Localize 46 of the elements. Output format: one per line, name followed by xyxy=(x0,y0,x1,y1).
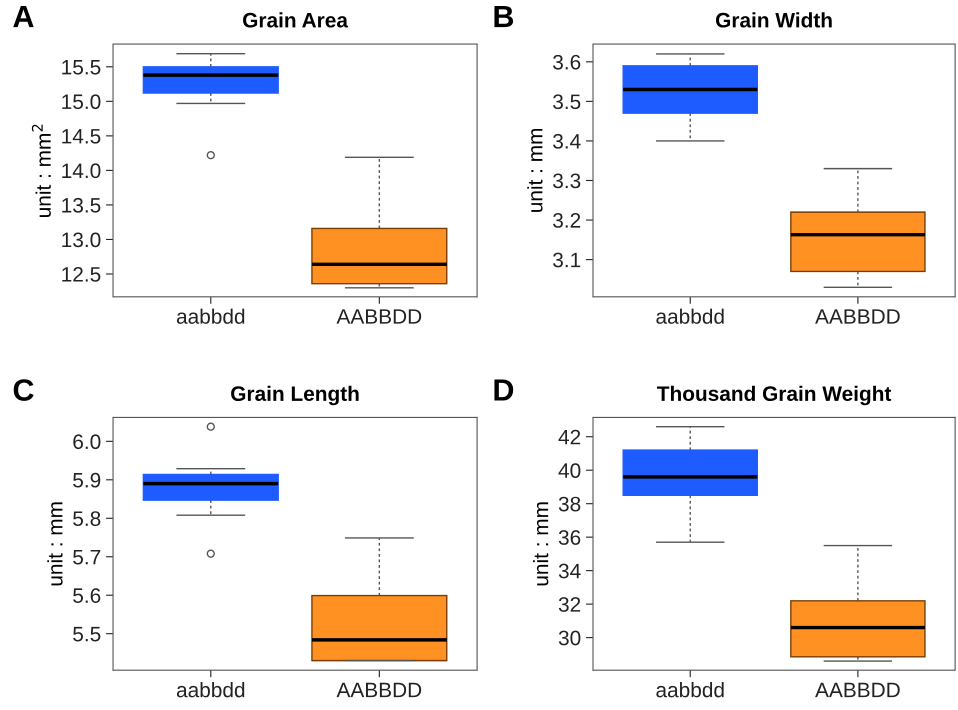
x-tick-label: AABBDD xyxy=(815,309,900,324)
y-tick-label: 13.5 xyxy=(62,198,100,213)
text: B xyxy=(494,6,514,28)
chart-title: Grain Area xyxy=(243,12,348,28)
y-tick-label: 40 xyxy=(558,463,580,478)
y-tick-label: 3.4 xyxy=(553,134,581,149)
y-tick-label: 3.5 xyxy=(553,94,580,110)
y-tick-label: 13.0 xyxy=(62,232,100,248)
x-tick-label: AABBDD xyxy=(815,682,900,698)
y-tick-label: 15.5 xyxy=(62,60,100,75)
y-tick-label: 5.7 xyxy=(73,550,100,564)
y-tick-label: 5.8 xyxy=(73,511,100,526)
y-tick-label: 3.1 xyxy=(553,252,580,268)
y-tick-label: 5.6 xyxy=(73,588,100,603)
x-tick-label: AABBDD xyxy=(336,309,422,324)
y-tick-label: 14.0 xyxy=(62,163,100,178)
chart-title: Grain Length xyxy=(231,386,359,406)
chart-title: Thousand Grain Weight xyxy=(657,386,892,406)
x-tick-label: AABBDD xyxy=(336,682,422,698)
y-tick-label: 6.0 xyxy=(73,434,100,450)
x-tick-label: aabbdd xyxy=(656,308,724,324)
y-axis-title: unit : mm xyxy=(47,502,63,586)
y-tick-label: 3.6 xyxy=(553,54,580,70)
y-tick-label: 3.3 xyxy=(553,173,580,188)
y-tick-label: 38 xyxy=(558,496,580,512)
y-tick-label: 15.0 xyxy=(62,94,100,110)
y-axis-title: unit : mm$^{2}$ xyxy=(32,124,51,217)
y-axis-title: unit : mm xyxy=(527,128,543,212)
chart-title: Grain Width xyxy=(716,12,832,28)
y-tick-label: 30 xyxy=(558,630,580,646)
x-tick-label: aabbdd xyxy=(656,682,724,698)
y-tick-label: 5.5 xyxy=(73,626,100,642)
y-tick-label: 34 xyxy=(558,564,581,578)
text: C xyxy=(14,379,34,401)
y-tick-label: 32 xyxy=(558,597,580,612)
y-tick-label: 12.5 xyxy=(62,266,100,282)
y-tick-label: 36 xyxy=(558,530,580,545)
y-tick-label: 42 xyxy=(558,430,580,444)
text: A xyxy=(13,6,34,28)
x-tick-label: aabbdd xyxy=(176,308,244,324)
y-tick-label: 3.2 xyxy=(553,213,580,228)
x-tick-label: aabbdd xyxy=(176,682,244,698)
text: D xyxy=(494,380,514,401)
y-tick-label: 5.9 xyxy=(73,472,100,488)
y-axis-title: unit : mm xyxy=(533,502,548,586)
y-tick-label: 14.5 xyxy=(62,129,100,144)
